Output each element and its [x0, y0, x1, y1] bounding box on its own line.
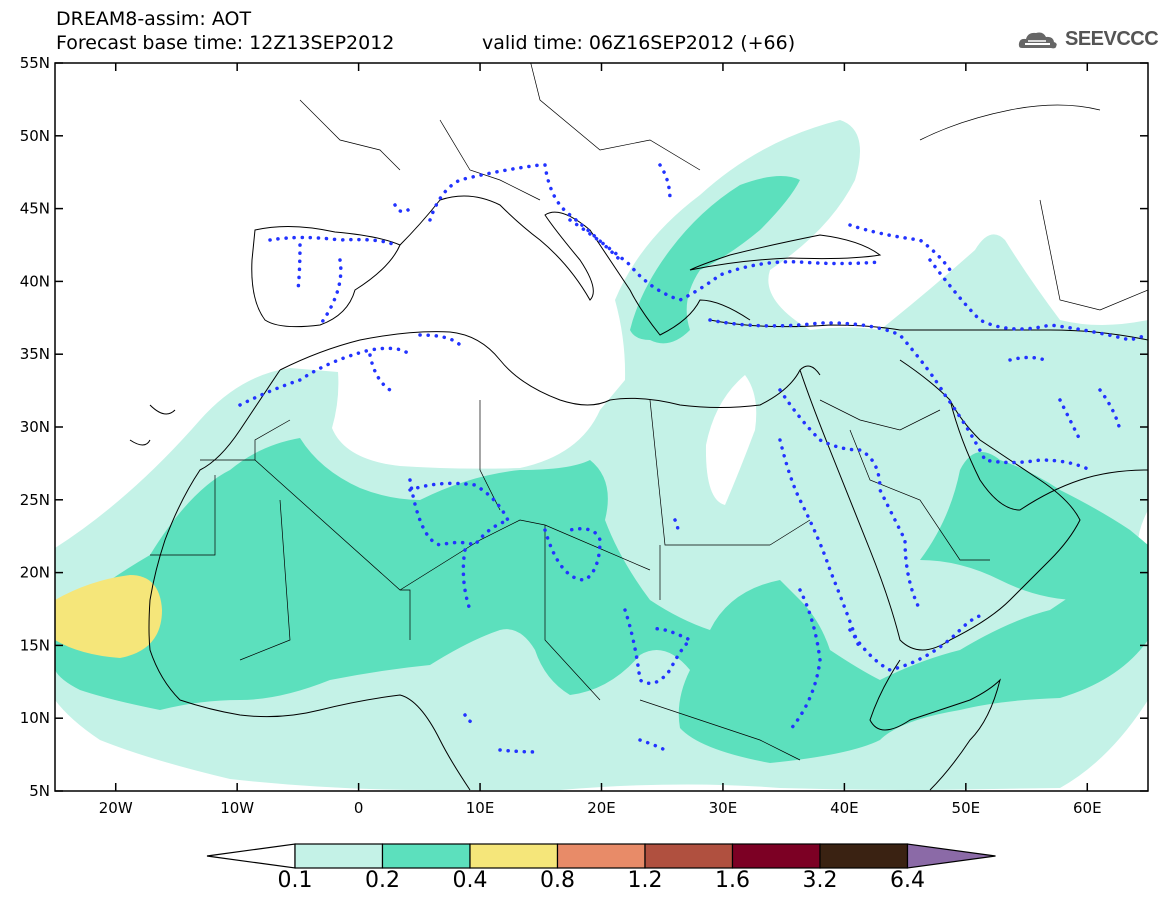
lon-label: 60E: [1073, 799, 1102, 817]
colorbar-label: 0.1: [277, 868, 313, 893]
lat-label: 30N: [20, 418, 50, 436]
colorbar-label: 1.2: [627, 868, 663, 893]
colorbar-segment: [294, 843, 384, 869]
lat-label: 20N: [20, 564, 50, 582]
map-title: DREAM8-assim: AOT: [56, 8, 252, 30]
aot-field-mid: [55, 438, 1148, 763]
colorbar-label: 0.2: [365, 868, 400, 893]
colorbar-label: 3.2: [802, 868, 838, 893]
lat-label: 45N: [20, 200, 50, 218]
colorbar-min-arrow: [206, 843, 296, 869]
latitude-axis: 55N 50N 45N 40N 35N 30N 25N 20N 15N 10N 5N: [20, 54, 1148, 800]
longitude-axis: 20W 10W 0 10E 20E 30E 40E 50E 60E: [99, 63, 1102, 817]
colorbar-label: 0.4: [452, 868, 488, 893]
lat-label: 35N: [20, 345, 50, 363]
valid-time: valid time: 06Z16SEP2012 (+66): [482, 32, 796, 54]
colorbar-max-arrow: [906, 843, 996, 869]
forecast-base-time: Forecast base time: 12Z13SEP2012: [56, 32, 395, 54]
lon-label: 20E: [587, 799, 616, 817]
lon-label: 40E: [830, 799, 859, 817]
lat-label: 10N: [20, 709, 50, 727]
colorbar-segment: [644, 843, 734, 869]
dotted-contours: [238, 163, 1148, 754]
lon-label: 50E: [952, 799, 981, 817]
lat-label: 50N: [20, 127, 50, 145]
lat-label: 5N: [29, 782, 50, 800]
lon-label: 10E: [466, 799, 495, 817]
colorbar-label: 6.4: [890, 868, 925, 893]
lon-label: 0: [354, 799, 364, 817]
colorbar-segment: [819, 843, 909, 869]
lat-label: 40N: [20, 272, 50, 290]
lon-label: 20W: [99, 799, 133, 817]
colorbar-segment: [731, 843, 821, 869]
colorbar-label: 0.8: [540, 868, 575, 893]
lat-label: 15N: [20, 636, 50, 654]
lon-label: 30E: [709, 799, 738, 817]
logo-text: SEEVCCC: [1065, 28, 1159, 50]
lat-label: 55N: [20, 54, 50, 72]
cloud-logo-icon: [1018, 32, 1057, 49]
aot-field-high: [55, 575, 162, 658]
colorbar: [206, 843, 996, 869]
colorbar-segment: [381, 843, 471, 869]
colorbar-segment: [469, 843, 559, 869]
lon-label: 10W: [220, 799, 254, 817]
colorbar-label: 1.6: [715, 868, 750, 893]
colorbar-segment: [556, 843, 646, 869]
country-borders: [150, 63, 1148, 761]
lat-label: 25N: [20, 491, 50, 509]
coastlines: [129, 195, 1148, 791]
